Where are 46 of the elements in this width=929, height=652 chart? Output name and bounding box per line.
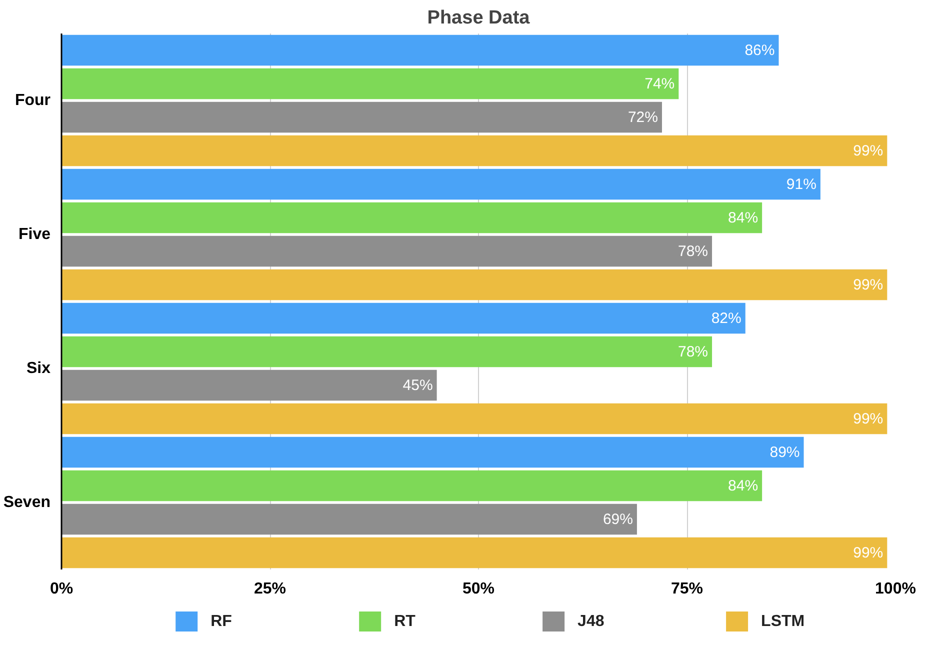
data-label: 89% <box>770 444 800 461</box>
data-label: 69% <box>602 510 633 528</box>
x-tick-label: 50% <box>462 580 495 598</box>
bar <box>62 68 679 100</box>
chart-title: Phase Data <box>427 8 530 28</box>
legend-label: RT <box>394 613 416 630</box>
x-tick-label: 75% <box>670 580 704 598</box>
legend-label: RF <box>210 613 232 630</box>
data-label: 74% <box>644 75 675 92</box>
y-tick-label: Seven <box>3 494 50 511</box>
bar <box>62 236 712 267</box>
x-tick-label: 100% <box>875 580 916 598</box>
legend-label: LSTM <box>761 613 805 630</box>
y-tick-label: Four <box>14 92 50 109</box>
bar <box>62 336 712 368</box>
bar <box>62 34 779 66</box>
data-label: 84% <box>728 477 758 494</box>
bar <box>62 302 746 334</box>
y-tick-label: Five <box>18 226 51 243</box>
x-tick-label: 0% <box>50 580 74 598</box>
legend-label: J48 <box>578 613 604 630</box>
bar <box>62 403 888 434</box>
data-label: 78% <box>678 343 708 360</box>
bar <box>62 135 888 166</box>
data-label: 99% <box>853 544 884 562</box>
bar <box>62 537 888 568</box>
data-label: 78% <box>678 242 708 260</box>
data-label: 84% <box>728 209 758 226</box>
bar <box>62 202 762 234</box>
bar <box>62 436 804 468</box>
bar <box>62 504 637 535</box>
data-label: 99% <box>853 142 884 160</box>
data-label: 99% <box>853 410 884 428</box>
bar <box>62 370 437 401</box>
bar <box>62 102 662 133</box>
x-tick-label: 25% <box>254 580 286 598</box>
data-label: 91% <box>786 176 816 193</box>
data-label: 82% <box>711 310 742 327</box>
bar <box>62 168 820 200</box>
data-label: 99% <box>853 276 884 294</box>
data-label: 45% <box>402 376 433 394</box>
y-tick-label: Six <box>26 360 51 377</box>
data-label: 72% <box>628 108 658 126</box>
bar <box>62 269 888 300</box>
data-label: 86% <box>744 42 775 59</box>
bar <box>62 470 762 502</box>
